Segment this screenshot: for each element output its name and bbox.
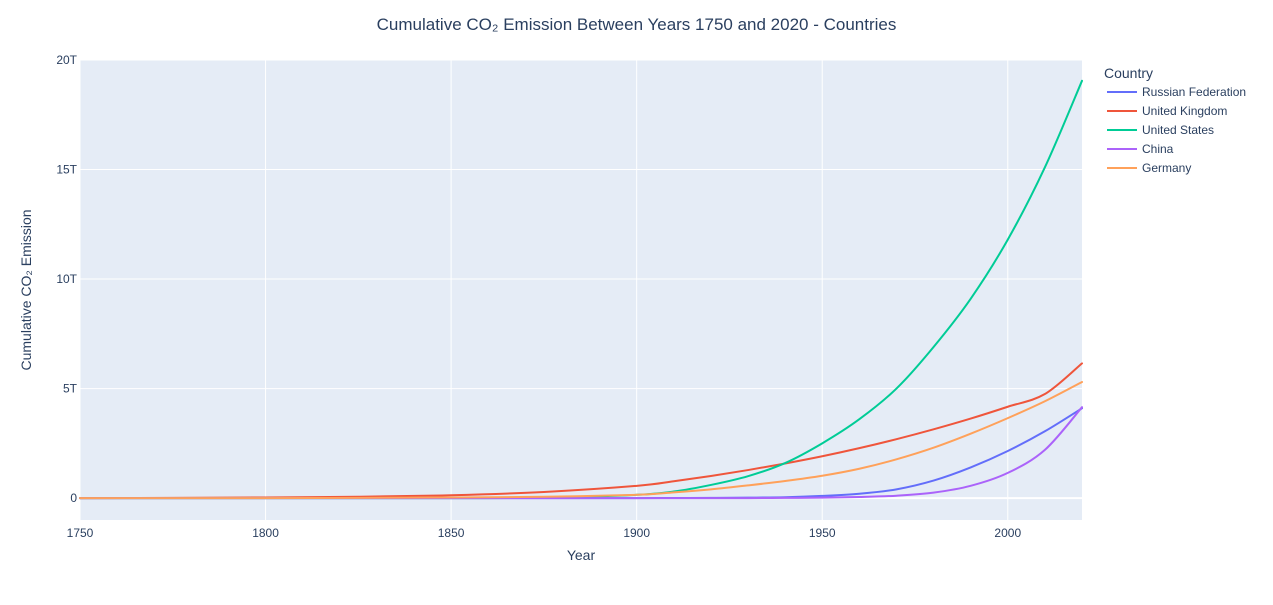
- series-lines: [79, 79, 1083, 500]
- legend-label: Russian Federation: [1142, 85, 1246, 99]
- x-axis-title: Year: [567, 547, 596, 563]
- legend-title: Country: [1104, 65, 1153, 81]
- y-tick-label: 10T: [56, 272, 77, 286]
- legend-item-united-states[interactable]: United States: [1107, 123, 1214, 137]
- x-gridlines: [79, 60, 1009, 520]
- legend-label: United Kingdom: [1142, 104, 1227, 118]
- x-tick-label: 1800: [252, 526, 279, 540]
- legend-label: United States: [1142, 123, 1214, 137]
- y-tick-labels: 0 5T 10T 15T 20T: [56, 53, 77, 505]
- legend-item-russian-federation[interactable]: Russian Federation: [1107, 85, 1246, 99]
- plot-area: [80, 60, 1082, 520]
- legend-item-china[interactable]: China: [1107, 142, 1174, 156]
- legend-item-united-kingdom[interactable]: United Kingdom: [1107, 104, 1227, 118]
- y-tick-label: 15T: [56, 163, 77, 177]
- x-tick-label: 1900: [623, 526, 650, 540]
- legend-item-germany[interactable]: Germany: [1107, 161, 1191, 175]
- x-tick-label: 1950: [809, 526, 836, 540]
- y-tick-label: 0: [70, 491, 77, 505]
- x-tick-label: 1750: [67, 526, 94, 540]
- x-tick-label: 2000: [994, 526, 1021, 540]
- x-tick-label: 1850: [438, 526, 465, 540]
- y-tick-label: 20T: [56, 53, 77, 67]
- legend-label: China: [1142, 142, 1174, 156]
- y-axis-title: Cumulative CO₂ Emission: [18, 209, 34, 370]
- legend-label: Germany: [1142, 161, 1191, 175]
- legend: Country Russian Federation United Kingdom…: [1104, 65, 1246, 175]
- chart-title: Cumulative CO₂ Emission Between Years 17…: [377, 15, 897, 34]
- x-tick-labels: 1750 1800 1850 1900 1950 2000: [67, 526, 1022, 540]
- y-tick-label: 5T: [63, 382, 78, 396]
- series-line-germany[interactable]: [79, 381, 1083, 500]
